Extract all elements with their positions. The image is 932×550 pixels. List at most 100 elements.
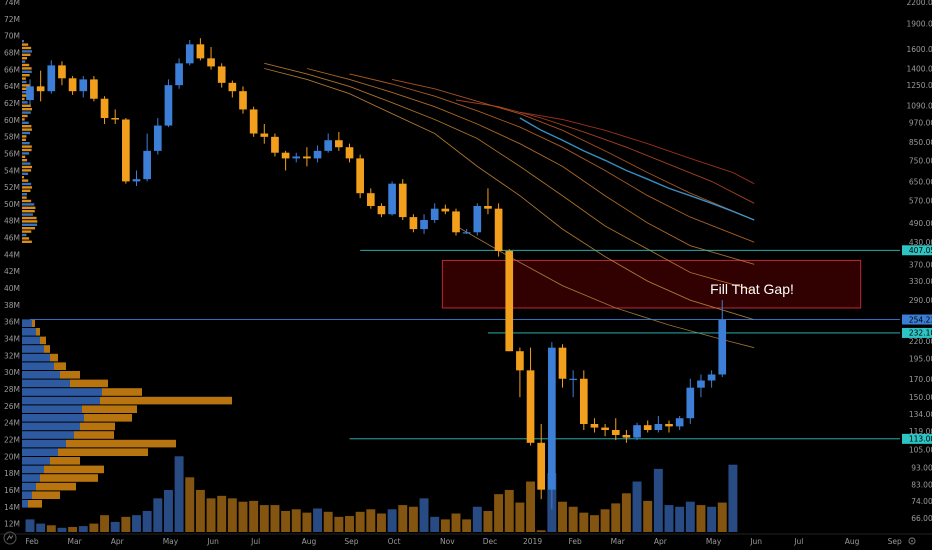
volume-profile-bar <box>22 46 32 50</box>
candle-body <box>409 217 418 230</box>
volume-profile-bar <box>22 57 28 60</box>
volume-bar <box>25 519 35 532</box>
time-tick-label: Apr <box>654 537 668 546</box>
candle-body <box>324 140 333 151</box>
volume-bar <box>195 489 205 532</box>
price-tick-label: 490.00 <box>909 219 932 228</box>
volume-bar <box>366 509 376 532</box>
volume-profile-blue <box>22 388 102 396</box>
volume-profile-bar <box>22 80 27 84</box>
volume-bar <box>632 481 642 532</box>
candle-body <box>185 44 194 64</box>
volume-tick-label: 22M <box>4 435 20 444</box>
volume-bar <box>227 498 237 532</box>
volume-profile-blue <box>22 474 40 482</box>
volume-tick-label: 16M <box>4 486 20 495</box>
volume-profile-orange <box>74 431 114 439</box>
volume-profile-orange <box>44 465 104 474</box>
gap-zone <box>441 259 862 309</box>
candle-body <box>420 220 428 230</box>
tradingview-logo <box>3 531 17 545</box>
time-tick-label: Feb <box>569 537 583 546</box>
volume-bar <box>504 489 514 532</box>
candle-body <box>643 425 652 431</box>
volume-bar <box>68 526 78 532</box>
volume-tick-label: 14M <box>4 503 20 512</box>
volume-profile-blue <box>22 328 36 336</box>
moving-average-line <box>264 68 755 321</box>
volume-profile-blue <box>22 422 80 431</box>
price-line-tag <box>902 327 932 338</box>
volume-profile-bar <box>22 210 35 213</box>
volume-profile-bar <box>22 189 31 192</box>
volume-tick-label: 44M <box>4 250 20 259</box>
volume-bar <box>451 513 461 532</box>
volume-profile-bar <box>22 227 36 230</box>
volume-profile-orange <box>40 474 98 482</box>
volume-profile-orange <box>32 491 60 499</box>
volume-profile-blue <box>22 345 44 353</box>
candle-body <box>36 86 45 92</box>
time-tick-label: Jul <box>793 537 803 546</box>
price-axis: 2200.00 1900.00 1600.00 1400.00 1250.00 1090.… <box>900 0 932 550</box>
volume-profile-bar <box>22 53 31 56</box>
volume-bar <box>664 505 674 532</box>
moving-average-line <box>306 68 755 265</box>
volume-bar <box>142 510 152 532</box>
moving-average-line <box>519 111 755 185</box>
volume-profile-bar <box>22 114 28 118</box>
candle-body <box>452 211 460 233</box>
volume-tick-label: 68M <box>4 48 20 57</box>
candle-body <box>537 442 546 490</box>
volume-tick-label: 48M <box>4 217 20 226</box>
volume-bar <box>589 515 599 532</box>
candle-body <box>47 65 56 92</box>
volume-profile-blue <box>22 465 44 474</box>
candle-body <box>175 63 183 86</box>
volume-bar <box>132 515 141 532</box>
volume-profile-upper <box>22 40 38 243</box>
candle-body <box>462 232 471 234</box>
volume-bar <box>270 505 280 532</box>
candle-body <box>345 147 354 159</box>
candle-body <box>526 370 535 443</box>
candle-body <box>388 183 396 215</box>
candle-body <box>548 347 556 490</box>
volume-profile-bar <box>22 199 32 203</box>
volume-profile-bar <box>22 155 26 158</box>
volume-profile-blue <box>22 371 60 379</box>
settings-gear-icon[interactable] <box>908 537 916 545</box>
candle-body <box>377 205 386 215</box>
candle-body <box>132 179 141 182</box>
price-line-label: 254.23 <box>909 315 932 324</box>
candle-body <box>494 208 503 252</box>
candle-body <box>675 418 684 427</box>
volume-tick-label: 30M <box>4 368 20 377</box>
price-tick-label: 195.00 <box>909 355 932 364</box>
volume-tick-label: 52M <box>4 183 20 192</box>
volume-profile-orange <box>58 448 148 456</box>
candle-body <box>281 152 290 159</box>
price-tick-label: 2200.00 <box>906 0 932 7</box>
candle-body <box>143 150 151 180</box>
volume-profile-bar <box>22 43 29 46</box>
volume-bar <box>717 502 727 532</box>
volume-tick-label: 74M <box>4 0 20 7</box>
volume-profile-blue <box>22 379 70 388</box>
price-line-label: 232.10 <box>909 329 932 338</box>
volume-bar <box>696 505 706 532</box>
volume-profile-bar <box>22 237 30 240</box>
volume-profile-bar <box>22 94 29 97</box>
time-tick-label: Feb <box>25 537 39 546</box>
candle-body <box>516 351 524 371</box>
volume-profile-bar <box>22 182 32 186</box>
price-line-label: 113.00 <box>909 435 932 444</box>
volume-bar <box>387 509 397 532</box>
volume-profile-orange <box>102 388 142 396</box>
candle-body <box>558 347 567 379</box>
volume-profile-bar <box>22 104 31 107</box>
volume-profile-blue <box>22 396 100 405</box>
price-tick-label: 134.00 <box>909 410 932 419</box>
volume-profile-bar <box>22 40 24 43</box>
